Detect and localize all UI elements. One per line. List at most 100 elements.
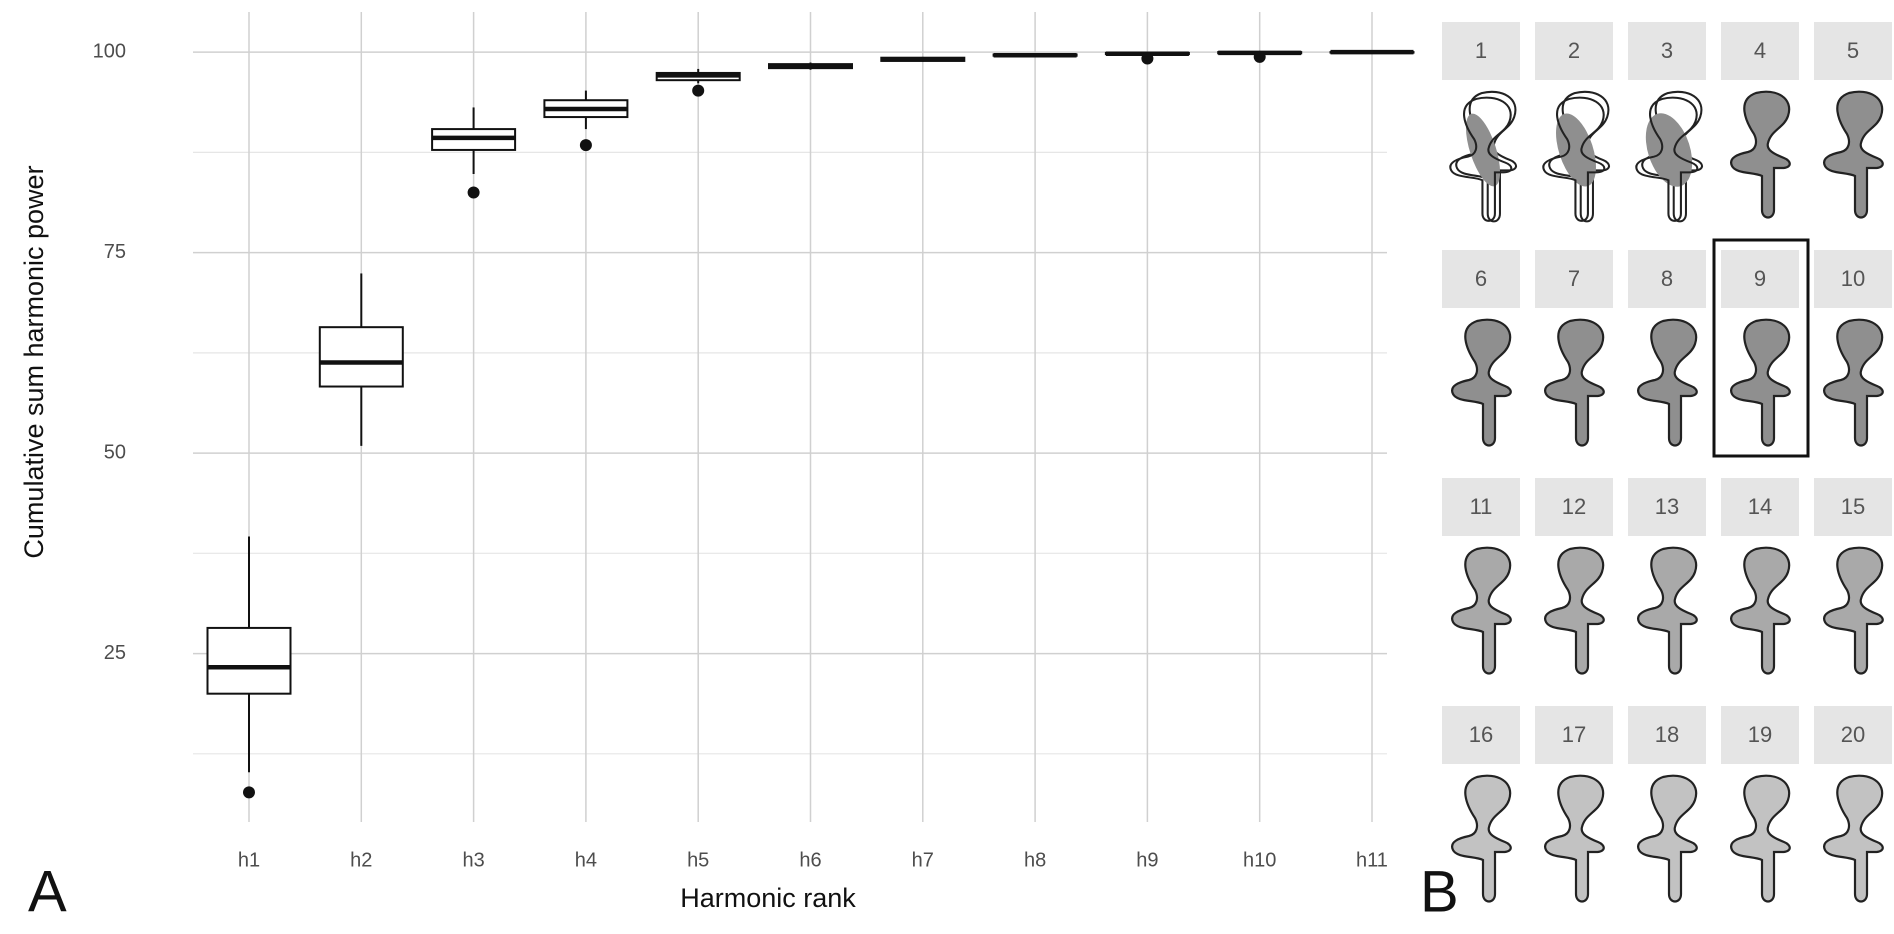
cell-label: 17 — [1562, 722, 1586, 747]
box-group — [543, 90, 629, 152]
cell-header — [1814, 706, 1892, 764]
x-tick-label: h11 — [1356, 849, 1388, 871]
shape-cell: 16 — [1442, 706, 1520, 903]
cell-label: 5 — [1847, 38, 1859, 63]
cell-header — [1814, 22, 1892, 80]
box — [206, 626, 292, 695]
cell-header — [1442, 22, 1520, 80]
box-group — [880, 56, 966, 62]
cell-header — [1535, 706, 1613, 764]
shape — [1822, 90, 1884, 219]
shape-cell: 20 — [1814, 706, 1892, 903]
shape — [1822, 774, 1884, 903]
cell-header — [1535, 250, 1613, 308]
cell-header — [1628, 22, 1706, 80]
cell-header — [1721, 250, 1799, 308]
cell-label: 13 — [1655, 494, 1679, 519]
shape — [1636, 318, 1698, 447]
shape — [1729, 318, 1791, 447]
outlier — [692, 84, 705, 97]
cell-header — [1442, 478, 1520, 536]
x-axis-title: Harmonic rank — [680, 883, 856, 913]
shape — [1636, 774, 1698, 903]
cell-header — [1628, 250, 1706, 308]
highlight-frame — [1712, 238, 1810, 458]
cell-header — [1442, 706, 1520, 764]
x-tick-label: h3 — [462, 849, 484, 871]
shape-cell: 5 — [1814, 22, 1892, 219]
x-tick-label: h6 — [799, 849, 821, 871]
cell-label: 2 — [1568, 38, 1580, 63]
x-tick-label: h10 — [1243, 849, 1276, 871]
x-tick-label: h1 — [238, 849, 260, 871]
shape-cell: 12 — [1535, 478, 1613, 675]
y-tick-label: 25 — [104, 642, 126, 664]
shape-cell: 10 — [1814, 250, 1892, 447]
shape — [1729, 774, 1791, 903]
cell-header — [1721, 22, 1799, 80]
shape — [1822, 546, 1884, 675]
cell-header — [1535, 22, 1613, 80]
panel-label: B — [1420, 859, 1459, 924]
shape-cell: 15 — [1814, 478, 1892, 675]
shape — [1450, 774, 1512, 903]
shape-cell: 7 — [1535, 250, 1613, 447]
cell-header — [1814, 250, 1892, 308]
shape — [1729, 546, 1791, 675]
shape-cell: 8 — [1628, 250, 1706, 447]
box-group — [655, 68, 741, 97]
shape — [1450, 318, 1512, 447]
shape-cell: 9 — [1712, 238, 1810, 458]
shape-cell: 19 — [1721, 706, 1799, 903]
shape — [1543, 774, 1605, 903]
cell-header — [1628, 706, 1706, 764]
box-group — [1329, 49, 1415, 55]
cell-header — [1814, 478, 1892, 536]
box-group — [318, 273, 404, 446]
box-group — [1217, 50, 1303, 63]
shape-cell: 2 — [1535, 22, 1613, 223]
cell-label: 1 — [1475, 38, 1487, 63]
box-group — [206, 536, 292, 799]
x-tick-label: h2 — [350, 849, 372, 871]
shape-cell: 11 — [1442, 478, 1520, 675]
box-group — [768, 62, 853, 70]
cell-header — [1721, 478, 1799, 536]
shape-fill — [1645, 113, 1693, 187]
x-tick-label: h5 — [687, 849, 709, 871]
outlier — [1141, 52, 1154, 65]
outlier — [467, 186, 480, 199]
cell-label: 4 — [1754, 38, 1766, 63]
cell-label: 6 — [1475, 266, 1487, 291]
cell-label: 19 — [1748, 722, 1772, 747]
cell-header — [1442, 250, 1520, 308]
shape — [1729, 90, 1791, 219]
cell-label: 11 — [1470, 494, 1493, 519]
shape-cell: 1 — [1442, 22, 1520, 223]
box — [318, 326, 404, 388]
box-group — [1104, 51, 1190, 65]
shape — [1543, 318, 1605, 447]
shape — [1822, 318, 1884, 447]
cell-label: 12 — [1562, 494, 1586, 519]
cell-label: 14 — [1748, 494, 1772, 519]
y-axis-title: Cumulative sum harmonic power — [19, 165, 49, 558]
cell-label: 18 — [1655, 722, 1679, 747]
x-tick-label: h4 — [575, 849, 597, 871]
x-tick-label: h9 — [1136, 849, 1158, 871]
cell-label: 7 — [1568, 266, 1580, 291]
outlier — [1253, 50, 1266, 63]
grid — [193, 12, 1387, 822]
shape-cell: 17 — [1535, 706, 1613, 903]
box-group — [431, 107, 517, 199]
shape — [1636, 546, 1698, 675]
panel-label: A — [28, 859, 67, 924]
shape-cell: 3 — [1628, 22, 1706, 223]
shape-fill — [1465, 113, 1501, 187]
cell-header — [1628, 478, 1706, 536]
cell-label: 3 — [1661, 38, 1673, 63]
cell-label: 15 — [1841, 494, 1865, 519]
y-tick-label: 100 — [93, 40, 126, 62]
